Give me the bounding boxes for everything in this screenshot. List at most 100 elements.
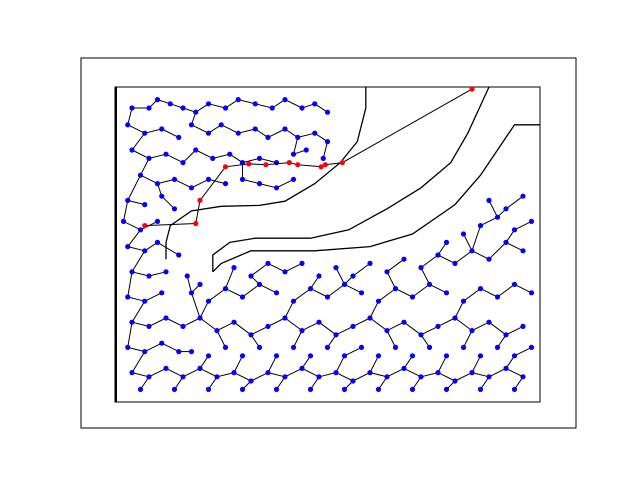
tree-node — [239, 386, 246, 392]
tree-node — [252, 126, 258, 132]
tree-node — [528, 218, 535, 224]
tree-node — [239, 160, 246, 166]
tree-edge — [165, 317, 184, 327]
tree-node — [146, 374, 152, 380]
tree-edge — [191, 124, 209, 134]
tree-edge — [488, 200, 498, 218]
tree-edge — [131, 250, 146, 273]
tree-edge — [127, 229, 141, 247]
tree-node — [320, 155, 326, 161]
tree-edge — [480, 288, 498, 298]
tree-node — [290, 344, 297, 350]
tree-node — [520, 374, 526, 380]
tree-node — [486, 197, 492, 203]
tree-edge — [514, 220, 532, 231]
tree-node — [282, 374, 288, 380]
tree-node — [256, 155, 263, 161]
tree-node — [205, 386, 212, 392]
tree-edge — [284, 99, 303, 109]
tree-node — [316, 273, 322, 279]
tree-edge — [480, 216, 498, 227]
tree-edge — [148, 317, 167, 327]
tree-node — [146, 105, 152, 111]
tree-node — [384, 269, 390, 275]
tree-node — [256, 181, 263, 187]
tree-edge — [437, 254, 456, 264]
tree-edge — [157, 241, 180, 256]
tree-node — [312, 130, 318, 136]
tree-edge — [174, 178, 192, 189]
tree-edge — [471, 355, 481, 373]
tree-node — [316, 374, 322, 380]
tree-node — [163, 365, 169, 371]
tree-edge — [131, 300, 146, 323]
tree-edge — [131, 132, 146, 151]
tree-node — [176, 349, 182, 355]
tree-node — [358, 344, 365, 350]
tree-node — [205, 101, 212, 107]
tree-node — [350, 378, 356, 384]
path-node — [197, 197, 203, 203]
tree-edge — [310, 288, 328, 298]
tree-edge — [437, 317, 456, 327]
tree-node — [239, 176, 246, 182]
tree-edge — [344, 283, 362, 294]
world-boundary — [114, 86, 541, 403]
tree-edge — [386, 367, 405, 378]
tree-edge — [403, 321, 422, 336]
tree-edge — [131, 271, 150, 277]
tree-node — [511, 353, 518, 359]
tree-edge — [127, 271, 133, 298]
tree-node — [235, 130, 241, 136]
tree-node — [452, 260, 458, 266]
tree-edge — [505, 325, 524, 336]
tree-edge — [127, 107, 133, 125]
tree-node — [154, 218, 161, 224]
tree-node — [129, 269, 135, 275]
tree-node — [452, 378, 458, 384]
tree-node — [282, 126, 288, 132]
tree-edge — [284, 300, 294, 319]
tree-edge — [403, 367, 422, 378]
tree-node — [205, 176, 212, 182]
tree-node — [303, 147, 309, 153]
tree-node — [180, 105, 186, 111]
tree-node — [142, 202, 148, 208]
tree-edge — [191, 178, 209, 189]
tree-node — [265, 323, 271, 329]
tree-edge — [233, 321, 252, 336]
tree-edge — [488, 242, 507, 260]
tree-node — [129, 147, 135, 153]
tree-edge — [437, 355, 447, 373]
tree-node — [528, 344, 535, 350]
tree-edge — [284, 317, 303, 332]
tree-node — [282, 315, 288, 321]
tree-node — [171, 176, 178, 182]
tree-edge — [225, 267, 235, 289]
tree-edge — [242, 178, 260, 185]
tree-edge — [165, 153, 184, 164]
tree-edges — [123, 99, 532, 390]
tree-edge — [471, 372, 490, 378]
tree-node — [307, 353, 314, 359]
tree-edge — [454, 300, 464, 319]
tree-node — [176, 252, 182, 258]
tree-edge — [284, 262, 303, 273]
tree-node — [307, 286, 314, 292]
tree-edge — [369, 300, 379, 319]
tree-edge — [276, 178, 294, 189]
tree-node — [486, 256, 492, 262]
tree-node — [520, 248, 526, 254]
tree-node — [176, 134, 182, 140]
tree-node — [239, 294, 246, 300]
tree-node — [299, 260, 305, 266]
tree-node — [142, 248, 148, 254]
tree-node — [528, 290, 535, 296]
tree-edge — [199, 317, 218, 332]
path-node — [193, 220, 199, 227]
tree-node — [146, 323, 152, 329]
tree-node — [163, 269, 169, 275]
tree-node — [146, 273, 152, 279]
tree-edge — [437, 372, 456, 382]
tree-node — [401, 319, 407, 325]
